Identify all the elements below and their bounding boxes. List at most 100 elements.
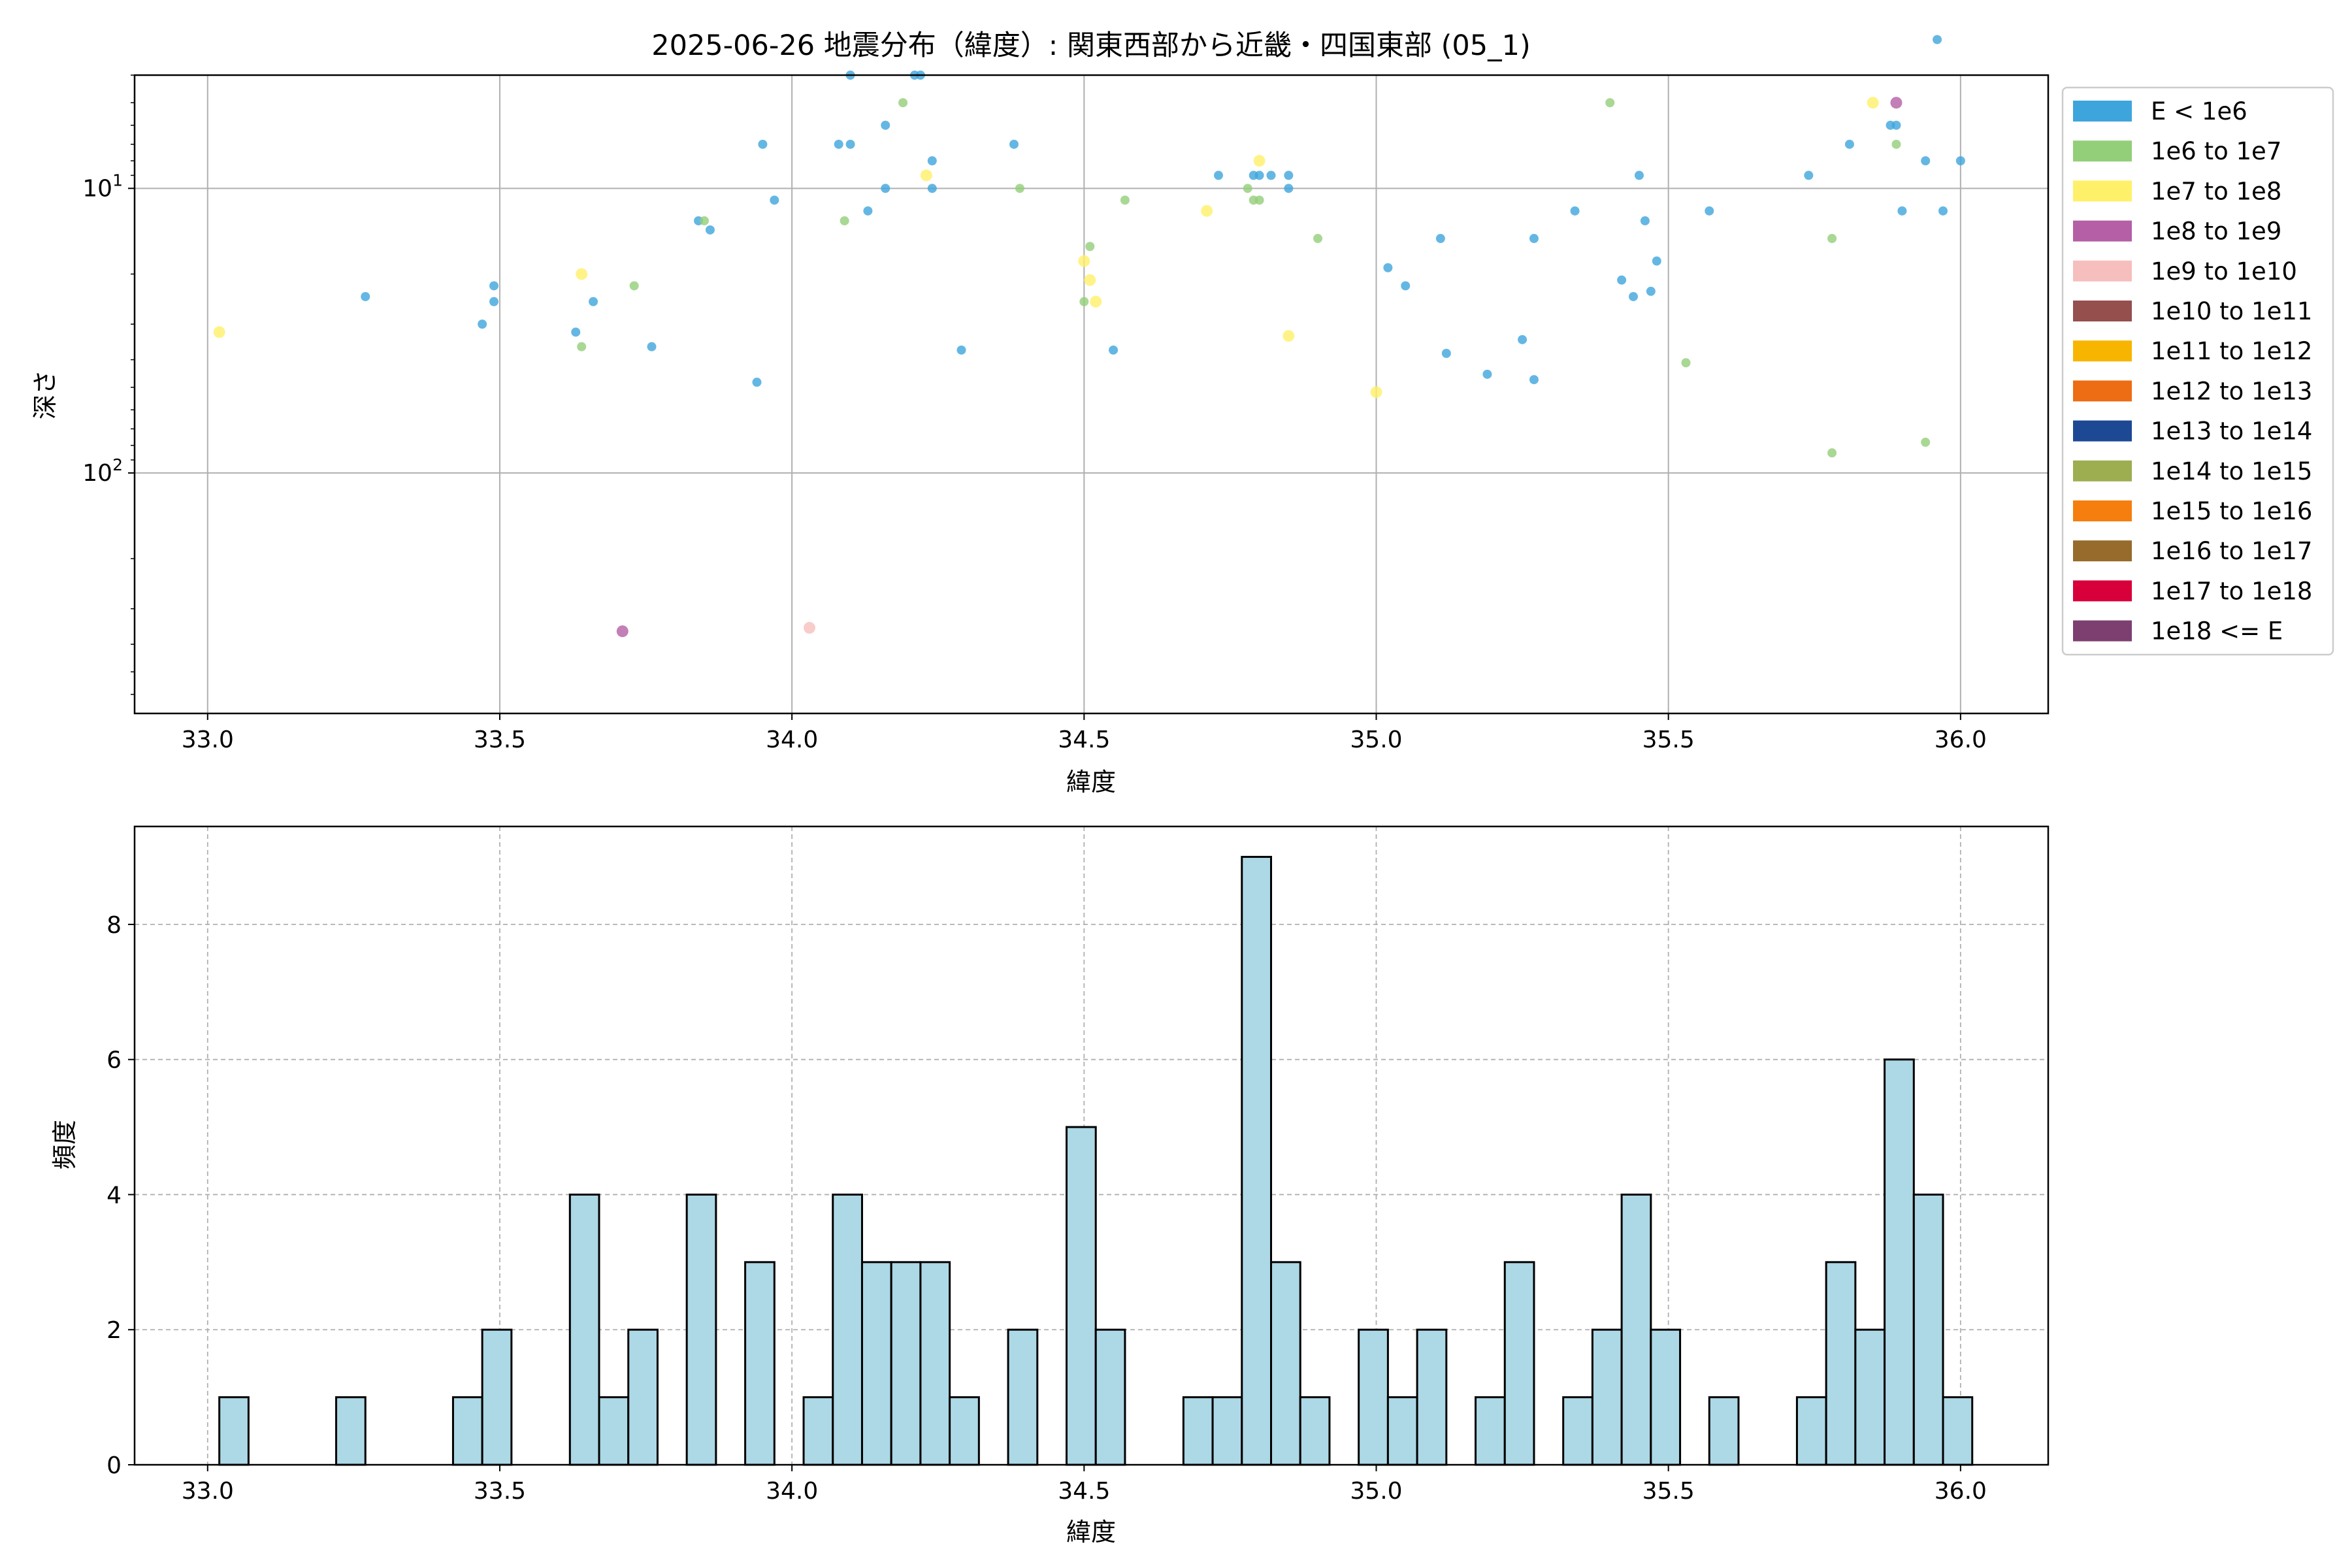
- scatter-point: [1284, 184, 1294, 193]
- histogram-bar: [1299, 1396, 1331, 1466]
- scatter-point: [1804, 171, 1814, 180]
- histogram-bar: [1503, 1261, 1535, 1466]
- histogram-y-axis-label: 頻度: [50, 1120, 79, 1169]
- scatter-point: [1441, 348, 1451, 358]
- histogram-panel: 33.0 33.5 34.0 34.5 35.0 35.5 36.0 0 2 4 6 8 緯度 頻度: [50, 825, 2050, 1546]
- scatter-point: [1313, 234, 1323, 244]
- scatter-point: [758, 139, 768, 149]
- scatter-point: [489, 297, 499, 306]
- histogram-x-tick-label: 35.5: [1642, 1478, 1695, 1505]
- histogram-bar: [860, 1261, 892, 1466]
- scatter-panel: 33.0 33.5 34.0 34.5 35.0 35.5 36.0 101 102 緯度 深…: [31, 35, 2050, 796]
- scatter-point: [920, 169, 932, 182]
- legend-label: 1e16 to 1e17: [2151, 537, 2312, 565]
- scatter-point: [770, 195, 779, 205]
- scatter-x-ticks: 33.0 33.5 34.0 34.5 35.0 35.5 36.0: [182, 713, 1987, 753]
- histogram-bar: [1912, 1193, 1944, 1466]
- histogram-x-ticks: 33.0 33.5 34.0 34.5 35.0 35.5 36.0: [182, 1465, 1987, 1505]
- scatter-point: [1284, 171, 1294, 180]
- legend-label: 1e8 to 1e9: [2151, 218, 2281, 246]
- legend-label: E < 1e6: [2151, 97, 2247, 125]
- scatter-point: [1617, 275, 1627, 285]
- scatter-point: [1529, 375, 1539, 385]
- scatter-point: [629, 281, 639, 291]
- histogram-bar: [598, 1396, 630, 1466]
- scatter-x-tick-label: 35.5: [1642, 727, 1695, 753]
- legend-label: 1e15 to 1e16: [2151, 497, 2312, 525]
- scatter-point: [1009, 139, 1019, 149]
- scatter-axes-frame: [133, 74, 2050, 715]
- histogram-bar: [1854, 1328, 1886, 1466]
- scatter-point: [1921, 437, 1931, 447]
- histogram-bar: [890, 1261, 922, 1466]
- histogram-bar: [744, 1261, 776, 1466]
- histogram-bar: [1795, 1396, 1827, 1466]
- scatter-x-tick-label: 35.0: [1350, 727, 1402, 753]
- legend-swatch: [2073, 220, 2132, 242]
- scatter-point: [478, 319, 487, 329]
- scatter-point: [752, 378, 762, 387]
- histogram-y-ticks: 0 2 4 6 8: [106, 912, 135, 1479]
- scatter-point: [863, 206, 873, 216]
- scatter-point: [577, 342, 587, 351]
- scatter-point: [1844, 139, 1854, 149]
- scatter-point: [1705, 206, 1714, 216]
- legend-swatch: [2073, 620, 2132, 642]
- histogram-x-tick-label: 36.0: [1935, 1478, 1987, 1505]
- scatter-point: [1897, 206, 1907, 216]
- scatter-point: [1518, 335, 1527, 344]
- scatter-point: [881, 120, 890, 130]
- histogram-bar: [1884, 1058, 1915, 1466]
- histogram-bar: [1650, 1328, 1682, 1466]
- scatter-point: [1482, 369, 1492, 379]
- histogram-y-tick-label: 8: [106, 912, 122, 939]
- scatter-point: [803, 621, 815, 634]
- histogram-bar: [1094, 1328, 1126, 1466]
- histogram-bar: [1591, 1328, 1623, 1466]
- legend-swatch: [2073, 460, 2132, 482]
- histogram-bar: [1942, 1396, 1974, 1466]
- histogram-bar: [1416, 1328, 1448, 1466]
- scatter-point: [1383, 263, 1393, 272]
- histogram-bar: [1182, 1396, 1214, 1466]
- scatter-x-tick-label: 34.5: [1058, 727, 1110, 753]
- histogram-bar: [949, 1396, 980, 1466]
- scatter-point: [1282, 330, 1295, 342]
- scatter-x-tick-label: 36.0: [1935, 727, 1987, 753]
- scatter-x-tick-label: 34.0: [766, 727, 818, 753]
- legend-label: 1e12 to 1e13: [2151, 377, 2312, 405]
- scatter-point: [361, 291, 370, 301]
- scatter-point: [1266, 171, 1276, 180]
- scatter-point: [489, 281, 499, 291]
- histogram-axes-frame: [133, 825, 2050, 1466]
- scatter-point: [1681, 358, 1691, 368]
- legend-swatch: [2073, 340, 2132, 362]
- scatter-point: [1214, 171, 1224, 180]
- scatter-point: [1921, 156, 1931, 166]
- histogram-bar: [481, 1328, 513, 1466]
- histogram-bar: [1270, 1261, 1301, 1466]
- scatter-point: [956, 345, 966, 355]
- scatter-point: [1955, 156, 1965, 166]
- scatter-point: [845, 139, 855, 149]
- histogram-y-tick-label: 2: [106, 1317, 122, 1344]
- scatter-point: [699, 216, 709, 225]
- scatter-point: [1243, 184, 1252, 193]
- scatter-point: [1078, 255, 1090, 267]
- scatter-point: [1254, 171, 1264, 180]
- histogram-bar: [1562, 1396, 1593, 1466]
- histogram-bar: [1241, 856, 1273, 1466]
- legend-swatch: [2073, 301, 2132, 321]
- histogram-x-tick-label: 34.0: [766, 1478, 818, 1505]
- scatter-y-tick-label: 102: [82, 455, 123, 487]
- histogram-x-tick-label: 33.5: [474, 1478, 526, 1505]
- scatter-y-tick-label: 101: [82, 171, 123, 202]
- scatter-point: [881, 184, 890, 193]
- scatter-y-axis-label: 深さ: [31, 370, 59, 419]
- chart-title: 2025-06-26 地震分布（緯度）: 関東西部から近畿・四国東部 (05_1…: [651, 29, 1531, 62]
- scatter-point: [1254, 195, 1264, 205]
- legend-label: 1e18 <= E: [2151, 617, 2283, 645]
- scatter-point: [1827, 234, 1837, 244]
- scatter-point: [898, 98, 908, 108]
- scatter-point: [1435, 234, 1445, 244]
